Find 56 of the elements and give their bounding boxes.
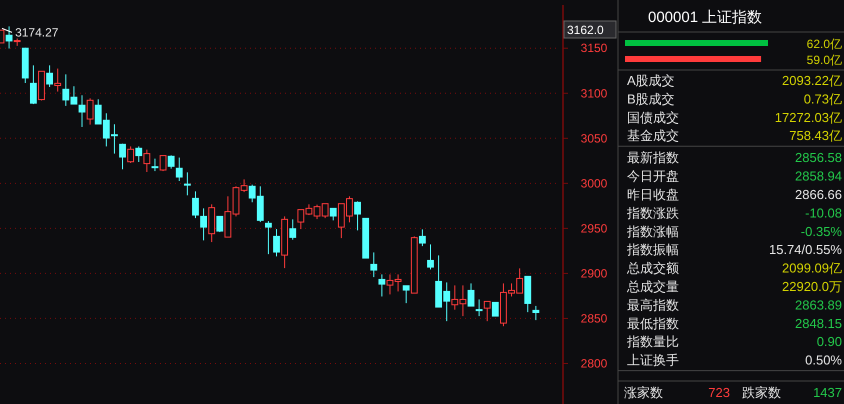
y-tick-label: 3150 xyxy=(580,41,608,56)
text: 0.90 xyxy=(816,334,842,350)
y-tick-label: 3100 xyxy=(580,86,608,100)
text: 跌家数 xyxy=(742,385,781,400)
text: 上证换手 xyxy=(627,352,679,368)
text: 昨日收盘 xyxy=(627,187,679,202)
candlestick xyxy=(54,68,62,92)
data-label: 59.0亿 xyxy=(806,53,842,67)
text: 今日开盘 xyxy=(627,168,679,184)
text: A股成交 xyxy=(627,73,675,88)
text: 2858.94 xyxy=(795,168,842,184)
text: 17272.03亿 xyxy=(774,110,842,125)
text: 指数涨幅 xyxy=(626,224,679,239)
y-tick-label: 3000 xyxy=(580,176,608,190)
candlestick xyxy=(184,172,191,196)
text: 2099.09亿 xyxy=(782,260,842,276)
candlestick xyxy=(200,208,207,241)
text: 2093.22亿 xyxy=(782,73,842,88)
y-tick-label: 2800 xyxy=(580,356,608,370)
text: 0.50% xyxy=(805,352,842,368)
text: 22920.0万 xyxy=(782,279,842,294)
text: 2848.15 xyxy=(795,316,842,331)
y-tick-label: 3050 xyxy=(580,131,608,146)
y-tick-label: 2850 xyxy=(580,311,608,326)
text: 723 xyxy=(708,385,730,400)
data-label: 62.0亿 xyxy=(806,37,842,51)
text: 总成交额 xyxy=(626,260,679,276)
text: 最低指数 xyxy=(627,316,679,331)
text: -0.35% xyxy=(800,224,842,239)
candlestick xyxy=(78,94,86,128)
candlestick xyxy=(273,228,280,257)
text: 2866.66 xyxy=(795,187,842,202)
text: 2856.58 xyxy=(795,150,842,166)
annotation: 3174.27 xyxy=(15,25,59,40)
text: 15.74/0.55% xyxy=(768,242,842,258)
text: 指数量比 xyxy=(626,334,679,350)
text: 758.43亿 xyxy=(789,128,842,144)
text: 最高指数 xyxy=(627,297,679,312)
y-tick-label: 2900 xyxy=(580,266,608,280)
text: 涨家数 xyxy=(624,385,663,400)
candlestick xyxy=(370,252,378,278)
text: B股成交 xyxy=(627,91,675,106)
text: 3162.0 xyxy=(567,23,604,37)
text: 指数涨跌 xyxy=(626,205,679,220)
text: 国债成交 xyxy=(627,110,679,125)
text: 0.73亿 xyxy=(804,91,842,106)
text: 1437 xyxy=(813,385,842,400)
text: 2863.89 xyxy=(795,297,842,312)
y-tick-label: 2950 xyxy=(580,221,608,236)
text: -10.08 xyxy=(805,205,842,220)
text: 基金成交 xyxy=(627,128,679,144)
chart-title: 000001 上证指数 xyxy=(648,9,762,26)
text: 指数振幅 xyxy=(626,242,679,258)
text: 总成交量 xyxy=(626,279,679,294)
candlestick xyxy=(378,274,386,297)
text: 最新指数 xyxy=(627,150,679,166)
